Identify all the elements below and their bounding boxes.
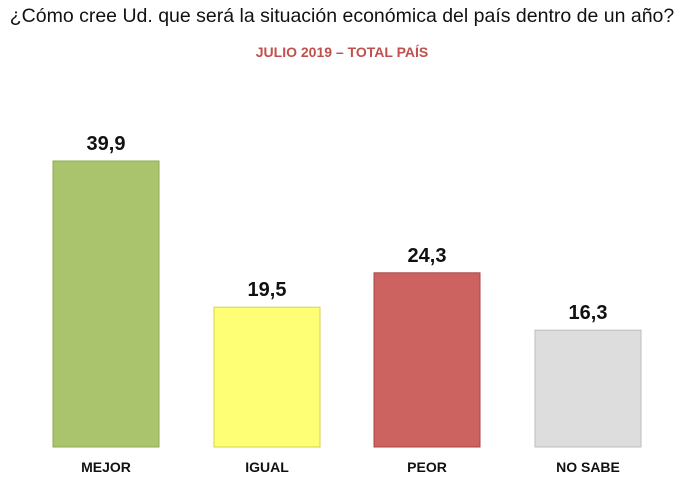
chart-title: ¿Cómo cree Ud. que será la situación eco… — [9, 5, 675, 27]
value-label-mejor: 39,9 — [87, 133, 126, 155]
bar-no-sabe — [534, 329, 642, 448]
bar-peor — [373, 272, 481, 448]
category-label-peor: PEOR — [407, 459, 447, 475]
category-label-mejor: MEJOR — [81, 459, 131, 475]
category-label-igual: IGUAL — [245, 459, 289, 475]
bar-igual — [213, 306, 321, 448]
category-label-no-sabe: NO SABE — [556, 459, 620, 475]
value-label-igual: 19,5 — [248, 279, 287, 301]
bar-mejor — [52, 160, 160, 448]
value-label-peor: 24,3 — [408, 245, 447, 267]
value-label-no-sabe: 16,3 — [569, 302, 608, 324]
chart-subtitle: JULIO 2019 – TOTAL PAÍS — [255, 44, 429, 60]
